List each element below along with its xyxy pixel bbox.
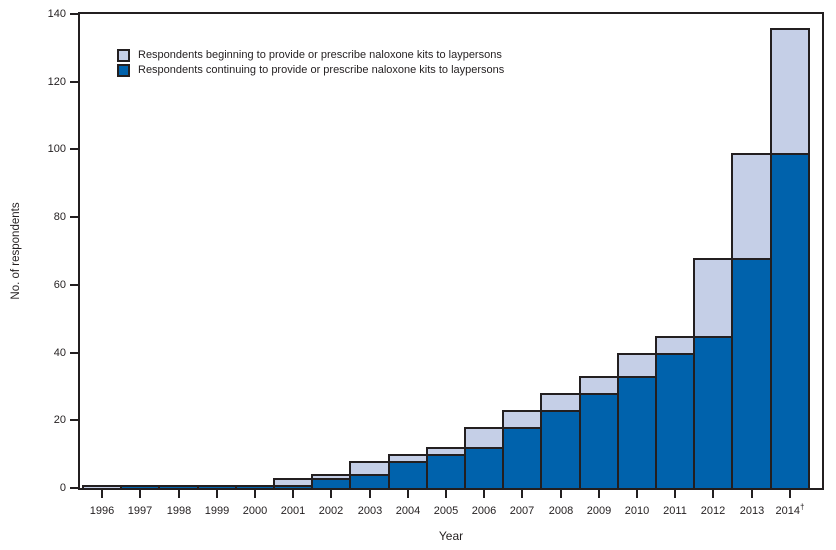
bar-segment-beginning-2006	[464, 427, 504, 449]
y-tick-label-80: 80	[53, 211, 66, 223]
bar-segment-beginning-2010	[617, 353, 657, 378]
y-tick-40	[70, 352, 78, 354]
bar-segment-beginning-2011	[655, 336, 695, 355]
legend: Respondents beginning to provide or pres…	[117, 48, 504, 78]
y-tick-80	[70, 216, 78, 218]
x-tick-label-2004: 2004	[395, 505, 421, 517]
legend-label-continuing: Respondents continuing to provide or pre…	[138, 64, 505, 76]
bar-segment-continuing-2003	[349, 474, 390, 490]
x-tick-2007	[521, 490, 523, 498]
bar-segment-continuing-2007	[502, 427, 542, 490]
x-tick-2008	[560, 490, 562, 498]
bar-segment-beginning-2009	[579, 376, 619, 395]
x-tick-label-2002: 2002	[318, 505, 344, 517]
y-tick-label-140: 140	[47, 8, 66, 20]
x-tick-label-2001: 2001	[280, 505, 306, 517]
x-tick-2014	[789, 490, 791, 498]
bar-segment-continuing-2013	[731, 258, 772, 490]
y-tick-20	[70, 419, 78, 421]
bar-segment-continuing-2005	[426, 454, 466, 490]
x-tick-1999	[216, 490, 218, 498]
y-axis-title: No. of respondents	[10, 202, 22, 300]
x-tick-label-2006: 2006	[471, 505, 497, 517]
x-tick-2005	[445, 490, 447, 498]
x-tick-label-2007: 2007	[509, 505, 535, 517]
y-tick-100	[70, 148, 78, 150]
bar-segment-beginning-2013	[731, 153, 772, 260]
bar-segment-beginning-2004	[388, 454, 428, 463]
x-tick-2013	[751, 490, 753, 498]
legend-label-beginning: Respondents beginning to provide or pres…	[138, 49, 502, 61]
x-tick-2009	[598, 490, 600, 498]
bar-segment-beginning-2005	[426, 447, 466, 456]
x-tick-2003	[369, 490, 371, 498]
x-tick-label-2009: 2009	[586, 505, 612, 517]
x-tick-label-1998: 1998	[166, 505, 192, 517]
x-tick-label-2003: 2003	[357, 505, 383, 517]
dagger-footnote-marker: †	[800, 502, 805, 512]
x-tick-2012	[712, 490, 714, 498]
bar-segment-continuing-2014	[770, 153, 810, 490]
bar-segment-continuing-2008	[540, 410, 581, 490]
y-tick-120	[70, 81, 78, 83]
x-tick-label-2012: 2012	[700, 505, 726, 517]
bar-segment-continuing-2012	[693, 336, 733, 490]
bar-segment-continuing-2004	[388, 461, 428, 490]
legend-swatch-beginning	[117, 48, 130, 62]
x-tick-label-2000: 2000	[242, 505, 268, 517]
bar-segment-continuing-2011	[655, 353, 695, 490]
bar-segment-beginning-2008	[540, 393, 581, 412]
bar-segment-beginning-2001	[273, 478, 313, 487]
x-tick-1996	[101, 490, 103, 498]
legend-item-continuing: Respondents continuing to provide or pre…	[117, 63, 504, 77]
bar-segment-continuing-2006	[464, 447, 504, 490]
legend-item-beginning: Respondents beginning to provide or pres…	[117, 48, 504, 62]
y-tick-label-120: 120	[47, 76, 66, 88]
x-tick-label-2008: 2008	[548, 505, 574, 517]
x-axis-title: Year	[438, 529, 464, 543]
x-tick-2010	[636, 490, 638, 498]
x-tick-2002	[330, 490, 332, 498]
y-tick-label-100: 100	[47, 143, 66, 155]
x-tick-2011	[674, 490, 676, 498]
x-tick-label-1997: 1997	[127, 505, 153, 517]
x-tick-2001	[292, 490, 294, 498]
legend-swatch-continuing	[117, 63, 130, 77]
x-tick-1997	[139, 490, 141, 498]
x-tick-2000	[254, 490, 256, 498]
bar-segment-beginning-2014	[770, 28, 810, 155]
y-tick-label-20: 20	[53, 414, 66, 426]
x-tick-label-2010: 2010	[624, 505, 650, 517]
x-tick-2006	[483, 490, 485, 498]
bar-segment-continuing-2009	[579, 393, 619, 490]
x-tick-label-2011: 2011	[663, 505, 687, 517]
bar-segment-beginning-2007	[502, 410, 542, 429]
x-tick-label-2014: 2014†	[775, 502, 805, 517]
x-tick-2004	[407, 490, 409, 498]
y-tick-60	[70, 284, 78, 286]
y-tick-0	[70, 487, 78, 489]
x-tick-label-2013: 2013	[739, 505, 765, 517]
x-tick-label-1996: 1996	[89, 505, 115, 517]
bar-segment-beginning-2003	[349, 461, 390, 476]
bar-segment-beginning-2002	[311, 474, 351, 480]
bar-segment-beginning-2012	[693, 258, 733, 338]
x-tick-label-2005: 2005	[433, 505, 459, 517]
y-tick-140	[70, 13, 78, 15]
y-tick-label-40: 40	[53, 347, 66, 359]
x-tick-1998	[178, 490, 180, 498]
bar-segment-continuing-2010	[617, 376, 657, 490]
x-tick-label-1999: 1999	[204, 505, 230, 517]
plot-area	[78, 12, 824, 490]
y-tick-label-0: 0	[59, 482, 66, 494]
y-tick-label-60: 60	[53, 279, 66, 291]
